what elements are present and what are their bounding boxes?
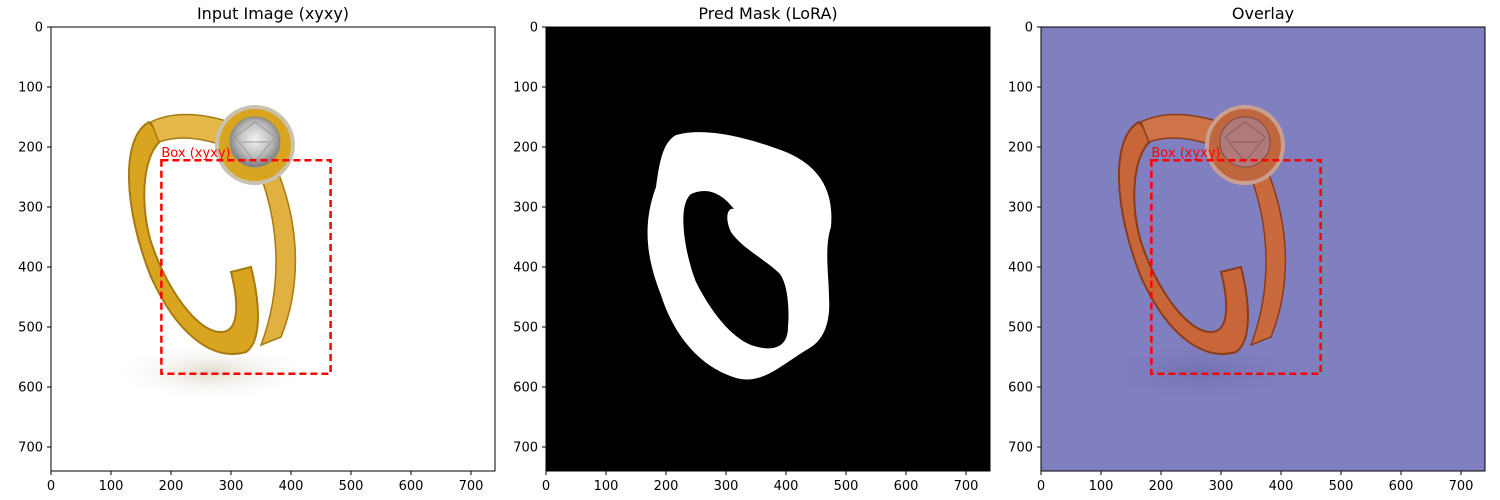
- axes-title: Overlay: [1232, 4, 1294, 23]
- y-tick-label: 300: [18, 201, 43, 216]
- x-tick-label: 400: [774, 479, 799, 494]
- x-tick-label: 0: [542, 479, 550, 494]
- x-tick-label: 700: [954, 479, 979, 494]
- y-tick-label: 600: [513, 381, 538, 396]
- mask-region: [647, 132, 832, 380]
- axes-frame: [1040, 26, 1486, 472]
- y-tick-label: 200: [513, 141, 538, 156]
- overlay-shadow: [1091, 340, 1311, 404]
- x-tick-label: 400: [279, 479, 304, 494]
- y-tick-label: 200: [1008, 141, 1033, 156]
- axes-title: Pred Mask (LoRA): [698, 4, 837, 23]
- axes-frame: [545, 26, 991, 472]
- y-tick-label: 100: [513, 81, 538, 96]
- axes-title: Input Image (xyxy): [197, 4, 349, 23]
- x-tick-label: 100: [1089, 479, 1114, 494]
- x-tick-label: 700: [1449, 479, 1474, 494]
- y-tick-label: 600: [1008, 381, 1033, 396]
- y-tick-label: 100: [1008, 81, 1033, 96]
- ring-shank-right: [259, 165, 297, 347]
- axes-1: Input Image (xyxy) 0 0 100 100 200 200 300 300 40…: [18, 4, 496, 494]
- x-tick-label: 300: [1209, 479, 1234, 494]
- axes-2: Pred Mask (LoRA) 0 0 100 100 200 200 300 300 400 4…: [513, 4, 991, 494]
- overlay-gem-facets: [1224, 121, 1266, 163]
- panel-pred-mask: [546, 27, 990, 471]
- x-tick-label: 300: [219, 479, 244, 494]
- axes-3: Overlay 0 0 100 100 200 200 300 300 400 400 500 500 6…: [1008, 4, 1486, 494]
- x-tick-label: 200: [159, 479, 184, 494]
- x-tick-label: 300: [714, 479, 739, 494]
- ring-shadow: [111, 342, 311, 402]
- image-background: [51, 27, 495, 471]
- x-tick-label: 700: [459, 479, 484, 494]
- x-tick-label: 600: [1389, 479, 1414, 494]
- gem-facets: [234, 121, 276, 163]
- y-tick-label: 500: [1008, 321, 1033, 336]
- overlay-ring-shank: [1249, 165, 1287, 347]
- x-tick-label: 200: [1149, 479, 1174, 494]
- axes-frame: [50, 26, 496, 472]
- y-tick-label: 300: [513, 201, 538, 216]
- x-tick-label: 0: [1037, 479, 1045, 494]
- x-tick-label: 500: [1329, 479, 1354, 494]
- y-tick-label: 300: [1008, 201, 1033, 216]
- x-tick-label: 0: [47, 479, 55, 494]
- y-tick-label: 500: [513, 321, 538, 336]
- overlay-background: [1041, 27, 1485, 471]
- y-tick-label: 700: [513, 441, 538, 456]
- y-tick-label: 700: [1008, 441, 1033, 456]
- y-tick-label: 100: [18, 81, 43, 96]
- x-tick-label: 600: [399, 479, 424, 494]
- y-tick-label: 500: [18, 321, 43, 336]
- y-tick-label: 0: [530, 21, 538, 36]
- x-tick-label: 600: [894, 479, 919, 494]
- y-tick-label: 0: [35, 21, 43, 36]
- panel-input-image: [51, 27, 495, 471]
- x-tick-label: 500: [339, 479, 364, 494]
- x-tick-label: 100: [99, 479, 124, 494]
- y-tick-label: 0: [1025, 21, 1033, 36]
- x-tick-label: 500: [834, 479, 859, 494]
- x-tick-label: 200: [654, 479, 679, 494]
- bounding-box-label: Box (xyxy): [161, 146, 230, 161]
- bounding-box: [160, 158, 332, 376]
- y-tick-label: 400: [18, 261, 43, 276]
- y-tick-label: 400: [1008, 261, 1033, 276]
- panel-overlay: [1041, 27, 1485, 471]
- y-tick-label: 200: [18, 141, 43, 156]
- y-tick-label: 700: [18, 441, 43, 456]
- x-tick-label: 100: [594, 479, 619, 494]
- y-tick-label: 400: [513, 261, 538, 276]
- y-tick-label: 600: [18, 381, 43, 396]
- x-tick-label: 400: [1269, 479, 1294, 494]
- bounding-box-label: Box (xyxy): [1151, 146, 1220, 161]
- bounding-box: [1150, 158, 1322, 376]
